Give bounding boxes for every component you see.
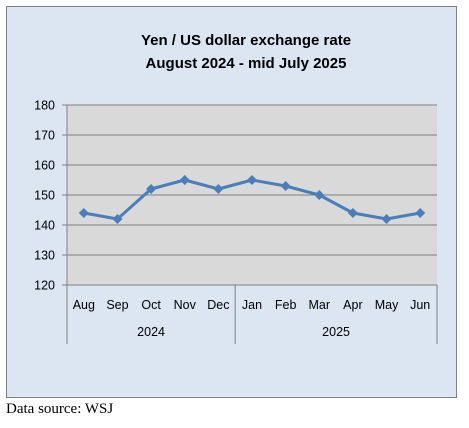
data-point-feb (280, 181, 291, 191)
y-tick-label-120: 120 (34, 279, 55, 293)
x-tick-label-may: May (375, 298, 399, 312)
x-tick-label-sep: Sep (106, 298, 128, 312)
x-tick-label-mar: Mar (309, 298, 331, 312)
x-axis-year-groups: 2024 2025 (66, 285, 438, 344)
data-point-oct (146, 184, 157, 194)
x-group-label-2025: 2025 (322, 325, 350, 339)
data-point-aug (78, 208, 89, 218)
y-tick-label-160: 160 (34, 159, 55, 173)
line-chart: Yen / US dollar exchange rate August 202… (34, 32, 438, 344)
chart-title-line-1: Yen / US dollar exchange rate (141, 32, 351, 49)
y-tick-label-170: 170 (34, 129, 55, 143)
y-axis-ticks: 120 130 140 150 160 170 180 (34, 99, 67, 293)
x-tick-label-feb: Feb (275, 298, 297, 312)
x-tick-label-jan: Jan (242, 298, 262, 312)
x-tick-label-jun: Jun (410, 298, 430, 312)
y-tick-label-150: 150 (34, 189, 55, 203)
y-tick-label-180: 180 (34, 99, 55, 113)
data-point-jun (415, 208, 426, 218)
x-axis-ticks: Aug Sep Oct Nov Dec Jan Feb Mar Apr May Jun (73, 298, 431, 312)
y-tick-label-140: 140 (34, 219, 55, 233)
data-point-may (381, 214, 392, 224)
x-tick-label-nov: Nov (174, 298, 197, 312)
data-point-mar (314, 190, 325, 200)
x-tick-label-apr: Apr (343, 298, 362, 312)
x-tick-label-dec: Dec (207, 298, 229, 312)
data-point-jan (247, 175, 257, 185)
data-point-sep (112, 214, 123, 224)
data-point-dec (213, 184, 224, 194)
y-tick-label-130: 130 (34, 249, 55, 263)
x-tick-label-aug: Aug (73, 298, 95, 312)
data-point-nov (179, 175, 190, 185)
x-group-label-2024: 2024 (137, 325, 165, 339)
x-tick-label-oct: Oct (141, 298, 161, 312)
gridlines (67, 104, 437, 256)
chart-title-line-2: August 2024 - mid July 2025 (146, 55, 347, 72)
data-source-note: Data source: WSJ (6, 401, 114, 417)
data-point-apr (347, 208, 358, 218)
series-layer (78, 175, 426, 224)
